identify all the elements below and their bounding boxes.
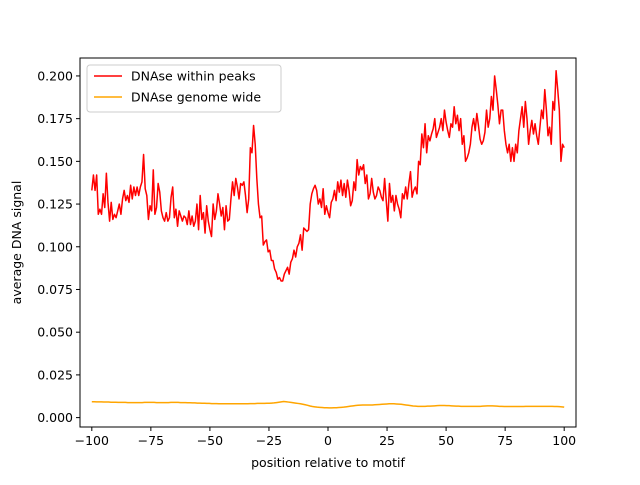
y-axis-label: average DNA signal <box>9 181 24 305</box>
x-tick-label: −25 <box>256 433 282 448</box>
legend: DNAse within peaks DNAse genome wide <box>86 64 282 113</box>
x-tick-label: −75 <box>138 433 164 448</box>
y-tick-label: 0.125 <box>37 197 73 212</box>
x-axis-ticks: −100 −75 −50 −25 0 25 50 75 100 <box>75 427 576 448</box>
x-axis-label: position relative to motif <box>251 455 405 470</box>
x-tick-label: 50 <box>438 433 454 448</box>
y-tick-label: 0.075 <box>37 282 73 297</box>
legend-box <box>86 64 282 113</box>
x-tick-label: 100 <box>552 433 576 448</box>
y-tick-label: 0.050 <box>37 325 73 340</box>
y-tick-label: 0.200 <box>37 68 73 83</box>
legend-label: DNAse within peaks <box>131 69 256 84</box>
x-tick-label: 25 <box>379 433 395 448</box>
plot-area <box>91 70 565 409</box>
x-tick-label: 0 <box>324 433 332 448</box>
series-line-0 <box>91 70 565 282</box>
legend-label: DNAse genome wide <box>131 90 261 105</box>
series-line-1 <box>91 400 565 409</box>
y-tick-label: 0.100 <box>37 239 73 254</box>
x-tick-label: −50 <box>197 433 223 448</box>
x-tick-label: 75 <box>497 433 513 448</box>
y-tick-label: 0.000 <box>37 410 73 425</box>
y-tick-label: 0.025 <box>37 367 73 382</box>
x-tick-label: −100 <box>75 433 109 448</box>
y-tick-label: 0.175 <box>37 111 73 126</box>
y-axis-ticks: 0.000 0.025 0.050 0.075 0.100 0.125 0.150 0.175… <box>37 68 80 425</box>
axes-frame <box>79 57 577 428</box>
y-tick-label: 0.150 <box>37 154 73 169</box>
